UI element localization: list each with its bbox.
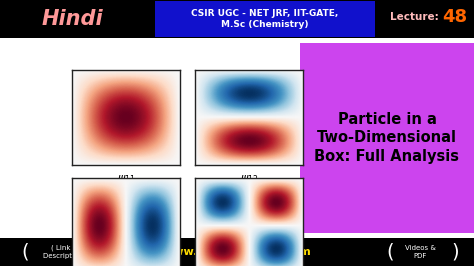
- Bar: [0, 38, 474, 238]
- Text: Particle in a: Particle in a: [337, 113, 437, 127]
- Text: (: (: [21, 243, 29, 261]
- Text: www.dalalinstitute.com: www.dalalinstitute.com: [163, 247, 311, 257]
- Text: ): ): [451, 243, 459, 261]
- Text: (: (: [386, 243, 394, 261]
- Bar: [155, 1, 375, 37]
- Text: Lecture:: Lecture:: [390, 12, 442, 22]
- Text: Two-Dimensional: Two-Dimensional: [317, 131, 457, 146]
- Text: Videos &
PDF: Videos & PDF: [405, 245, 436, 259]
- Text: $\psi_{11}$: $\psi_{11}$: [117, 173, 135, 185]
- Text: Box: Full Analysis: Box: Full Analysis: [315, 148, 459, 164]
- Bar: [0, 238, 474, 266]
- Bar: [0, 0, 474, 38]
- Bar: [300, 43, 474, 233]
- Text: ( Link in
Description ): ( Link in Description ): [43, 245, 87, 259]
- Text: Hindi: Hindi: [41, 9, 103, 29]
- Text: CSIR UGC - NET JRF, IIT-GATE,
M.Sc (Chemistry): CSIR UGC - NET JRF, IIT-GATE, M.Sc (Chem…: [191, 9, 338, 30]
- Text: ): ): [114, 243, 122, 261]
- Text: 48: 48: [442, 8, 467, 26]
- Text: $\psi_{12}$: $\psi_{12}$: [240, 173, 258, 185]
